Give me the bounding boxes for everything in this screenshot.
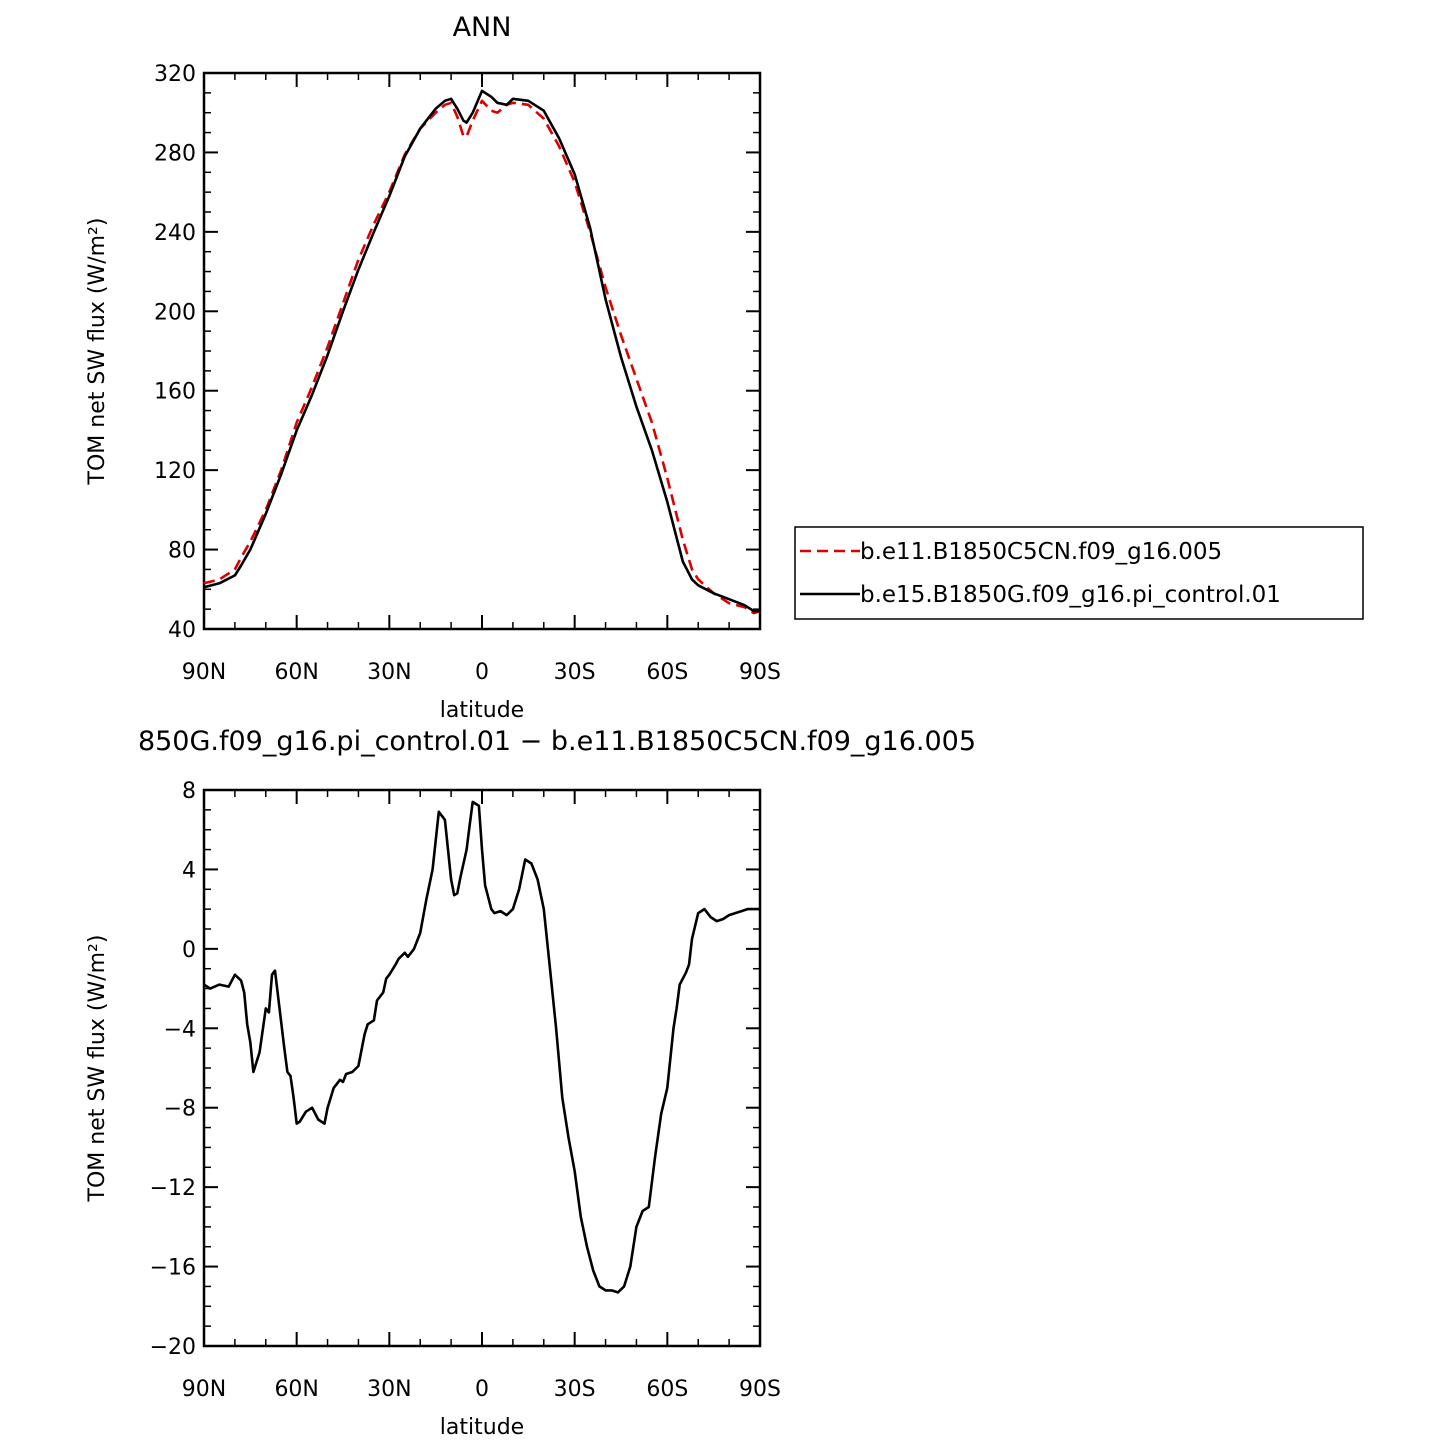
x-tick-label: 60S [646, 1377, 688, 1402]
y-tick-label: 40 [168, 618, 196, 643]
y-tick-label: −4 [164, 1017, 196, 1042]
x-tick-label: 0 [475, 660, 489, 685]
series-line-1 [203, 89, 760, 613]
x-tick-label: 60N [274, 660, 318, 685]
y-axis-label: TOM net SW flux (W/m²) [85, 935, 110, 1203]
y-tick-label: 120 [154, 459, 196, 484]
y-axis-label: TOM net SW flux (W/m²) [85, 218, 110, 486]
y-tick-label: −12 [150, 1176, 196, 1201]
x-tick-label: 30N [367, 1377, 411, 1402]
y-tick-label: 160 [154, 380, 196, 405]
x-axis-label: latitude [440, 1415, 524, 1440]
top-panel-mean-sw-flux: 40 80 120 160 200 240 280 320 90N 60N 30N 0 30S 60S 90… [85, 12, 1364, 723]
x-tick-label: 30N [367, 660, 411, 685]
y-tick-label: 80 [168, 539, 196, 564]
x-tick-label: 30S [554, 1377, 596, 1402]
bottom-panel-sw-flux-difference: −20 −16 −12 −8 −4 0 4 8 90N 60N 30N 0 30S 60S 90S latit… [85, 726, 976, 1440]
y-tick-label: 200 [154, 300, 196, 325]
chart-title: ANN [453, 12, 512, 43]
y-tick-label: 0 [182, 938, 196, 963]
x-tick-label: 30S [554, 660, 596, 685]
series-line-0 [203, 800, 760, 1294]
y-tick-label: 240 [154, 221, 196, 246]
legend: b.e11.B1850C5CN.f09_g16.005 b.e15.B1850G.… [794, 526, 1364, 620]
y-tick-label: −16 [150, 1256, 196, 1281]
x-tick-label: 60S [646, 660, 688, 685]
x-tick-label: 90S [739, 1377, 781, 1402]
plot-frame [202, 71, 762, 631]
x-axis-label: latitude [440, 698, 524, 723]
x-tick-label: 90N [182, 1377, 226, 1402]
y-tick-label: −20 [150, 1335, 196, 1360]
x-tick-label: 90S [739, 660, 781, 685]
y-tick-label: −8 [164, 1097, 196, 1122]
chart-title: 850G.f09_g16.pi_control.01 − b.e11.B1850… [138, 726, 976, 757]
y-tick-label: 280 [154, 141, 196, 166]
y-tick-label: 320 [154, 62, 196, 87]
x-tick-label: 0 [475, 1377, 489, 1402]
legend-label: b.e11.B1850C5CN.f09_g16.005 [860, 539, 1222, 565]
y-tick-label: 4 [182, 858, 196, 883]
legend-label: b.e15.B1850G.f09_g16.pi_control.01 [860, 582, 1281, 608]
series-line-0 [203, 99, 761, 615]
legend-box [794, 526, 1364, 620]
x-tick-label: 90N [182, 660, 226, 685]
x-tick-label: 60N [274, 1377, 318, 1402]
y-tick-label: 8 [182, 779, 196, 804]
